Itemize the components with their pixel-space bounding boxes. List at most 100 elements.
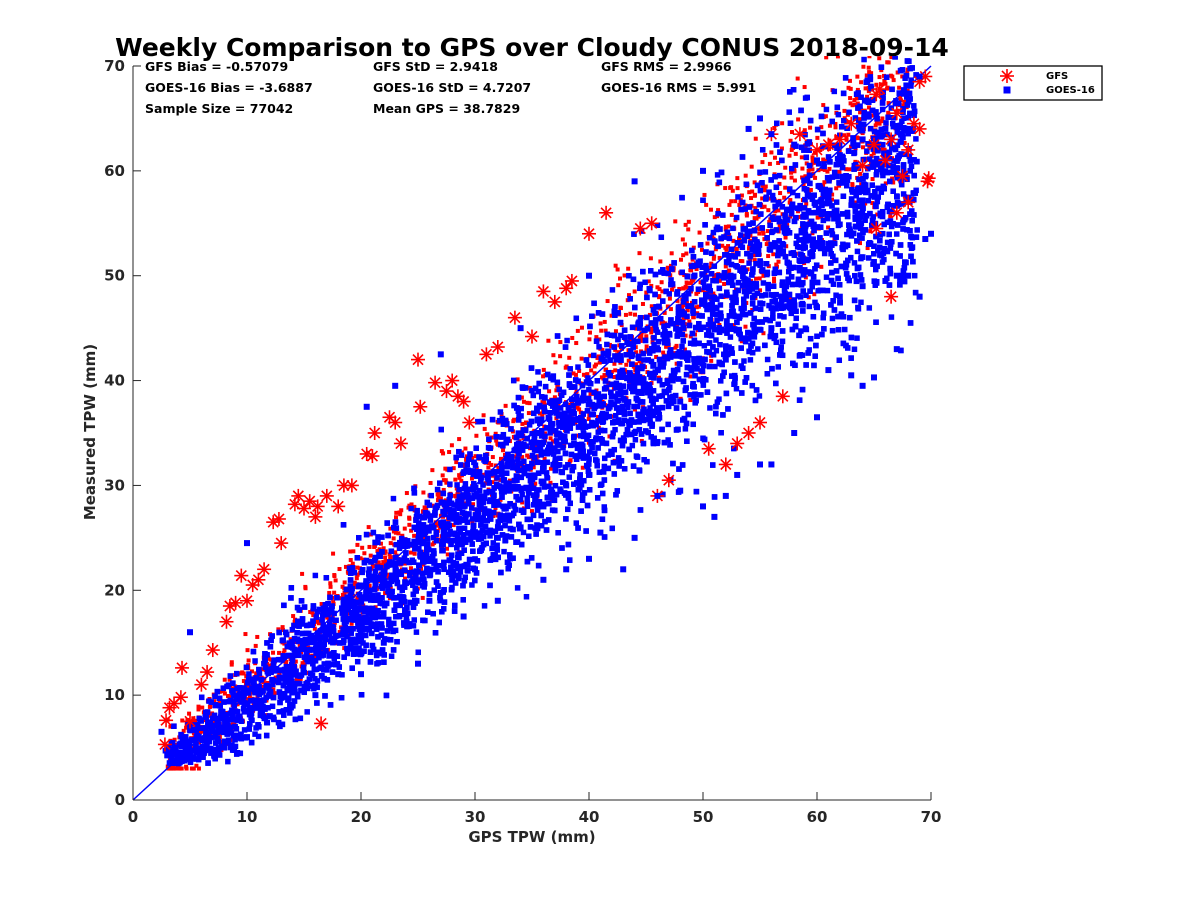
point-gfs-73 <box>867 137 881 152</box>
goes16-point-cloud <box>162 56 920 766</box>
point-gfs-5 <box>175 660 190 675</box>
y-tick-label-0: 0 <box>115 791 125 809</box>
point-gfs-56 <box>633 221 648 236</box>
point-gfs-3 <box>167 696 182 711</box>
point-gfs-75 <box>872 82 887 97</box>
point-goes-16-39 <box>244 540 250 547</box>
point-goes-16-59 <box>460 613 467 620</box>
point-gfs-80 <box>901 142 916 157</box>
legend-label-goes16: GOES-16 <box>1046 85 1095 96</box>
point-gfs-39 <box>413 399 428 414</box>
point-gfs-4 <box>173 690 188 705</box>
x-tick-label-6: 60 <box>807 808 828 826</box>
point-goes-16-9 <box>380 639 387 646</box>
y-tick-label-3: 30 <box>104 476 125 494</box>
point-gfs-64 <box>753 415 767 430</box>
point-goes-16-47 <box>745 125 752 132</box>
x-tick-label-5: 50 <box>693 808 714 826</box>
axes: 0 10 20 30 40 50 60 70 0 10 20 30 40 50 60 70 <box>104 57 941 826</box>
point-goes-16-36 <box>922 236 929 243</box>
reference-line <box>132 65 932 801</box>
point-gfs-47 <box>490 340 505 355</box>
y-tick-label-7: 70 <box>104 57 125 75</box>
legend-item-gfs: GFS <box>1000 69 1068 83</box>
point-gfs-90 <box>884 289 899 304</box>
legend-label-gfs: GFS <box>1046 71 1068 82</box>
legend: GFS GOES-16 <box>963 65 1103 101</box>
point-goes-16-17 <box>563 482 570 489</box>
x-tick-label-2: 20 <box>351 808 372 826</box>
point-goes-16-44 <box>586 272 592 279</box>
point-gfs-20 <box>274 536 289 551</box>
point-goes-16-6 <box>312 692 319 699</box>
point-gfs-36 <box>388 415 403 430</box>
stat-1-0: GOES-16 Bias = -3.6887 <box>145 80 313 95</box>
point-goes-16-32 <box>893 272 900 279</box>
point-gfs-76 <box>878 153 893 168</box>
point-gfs-17 <box>257 562 272 577</box>
legend-item-goes16: GOES-16 <box>1003 85 1095 96</box>
point-gfs-25 <box>308 509 323 524</box>
point-gfs-48 <box>507 310 522 325</box>
point-gfs-16 <box>251 572 266 587</box>
point-goes-16-13 <box>472 566 478 573</box>
chart-title: Weekly Comparison to GPS over Cloudy CON… <box>115 33 949 62</box>
point-gfs-57 <box>644 216 659 231</box>
point-goes-16-43 <box>517 325 524 332</box>
point-goes-16-51 <box>814 157 820 164</box>
point-goes-16-49 <box>768 131 775 138</box>
point-goes-16-8 <box>358 650 364 657</box>
point-gfs-34 <box>367 426 382 440</box>
point-goes-16-30 <box>859 283 866 290</box>
point-gfs-23 <box>297 501 311 516</box>
point-goes-16-0 <box>175 760 182 767</box>
point-goes-16-81 <box>893 346 900 353</box>
point-gfs-61 <box>718 457 733 472</box>
point-goes-16-38 <box>187 629 193 636</box>
point-gfs-50 <box>536 284 551 299</box>
point-gfs-1 <box>159 713 174 728</box>
point-goes-16-2 <box>221 744 228 751</box>
point-gfs-54 <box>582 226 596 241</box>
point-goes-16-77 <box>825 367 832 374</box>
point-goes-16-10 <box>403 618 410 625</box>
point-gfs-44 <box>456 394 471 409</box>
legend-box <box>963 65 1103 101</box>
point-goes-16-64 <box>597 529 604 536</box>
point-goes-16-48 <box>757 115 763 122</box>
point-goes-16-35 <box>928 230 934 237</box>
point-gfs-38 <box>411 352 425 367</box>
point-goes-16-70 <box>711 513 718 520</box>
point-gfs-7 <box>194 677 209 692</box>
x-tick-label-1: 10 <box>237 808 258 826</box>
point-goes-16-66 <box>631 534 638 541</box>
point-goes-16-69 <box>700 503 706 510</box>
point-gfs-0 <box>157 737 172 752</box>
point-goes-16-28 <box>814 304 820 311</box>
point-goes-16-41 <box>392 382 399 389</box>
point-goes-16-29 <box>836 293 843 300</box>
point-gfs-33 <box>365 449 380 464</box>
point-goes-16-25 <box>745 335 752 342</box>
stat-0-2: GFS RMS = 2.9966 <box>601 59 732 74</box>
legend-marker-gfs <box>1000 69 1014 83</box>
point-goes-16-14 <box>494 534 501 541</box>
point-goes-16-72 <box>734 471 741 478</box>
x-tick-label-4: 40 <box>579 808 600 826</box>
point-goes-16-80 <box>871 374 877 381</box>
point-goes-16-82 <box>899 272 906 279</box>
point-gfs-31 <box>344 478 359 493</box>
point-gfs-55 <box>599 205 614 220</box>
point-goes-16-76 <box>814 414 820 421</box>
point-goes-16-58 <box>415 660 421 667</box>
point-goes-16-3 <box>244 734 250 741</box>
x-tick-label-0: 0 <box>128 808 138 826</box>
point-gfs-77 <box>884 132 899 147</box>
point-gfs-45 <box>462 415 477 430</box>
point-gfs-42 <box>445 373 460 388</box>
point-goes-16-78 <box>848 372 855 379</box>
point-gfs-72 <box>855 158 870 173</box>
point-gfs-14 <box>240 593 254 608</box>
point-gfs-59 <box>661 473 676 488</box>
stat-2-0: Sample Size = 77042 <box>145 101 293 116</box>
